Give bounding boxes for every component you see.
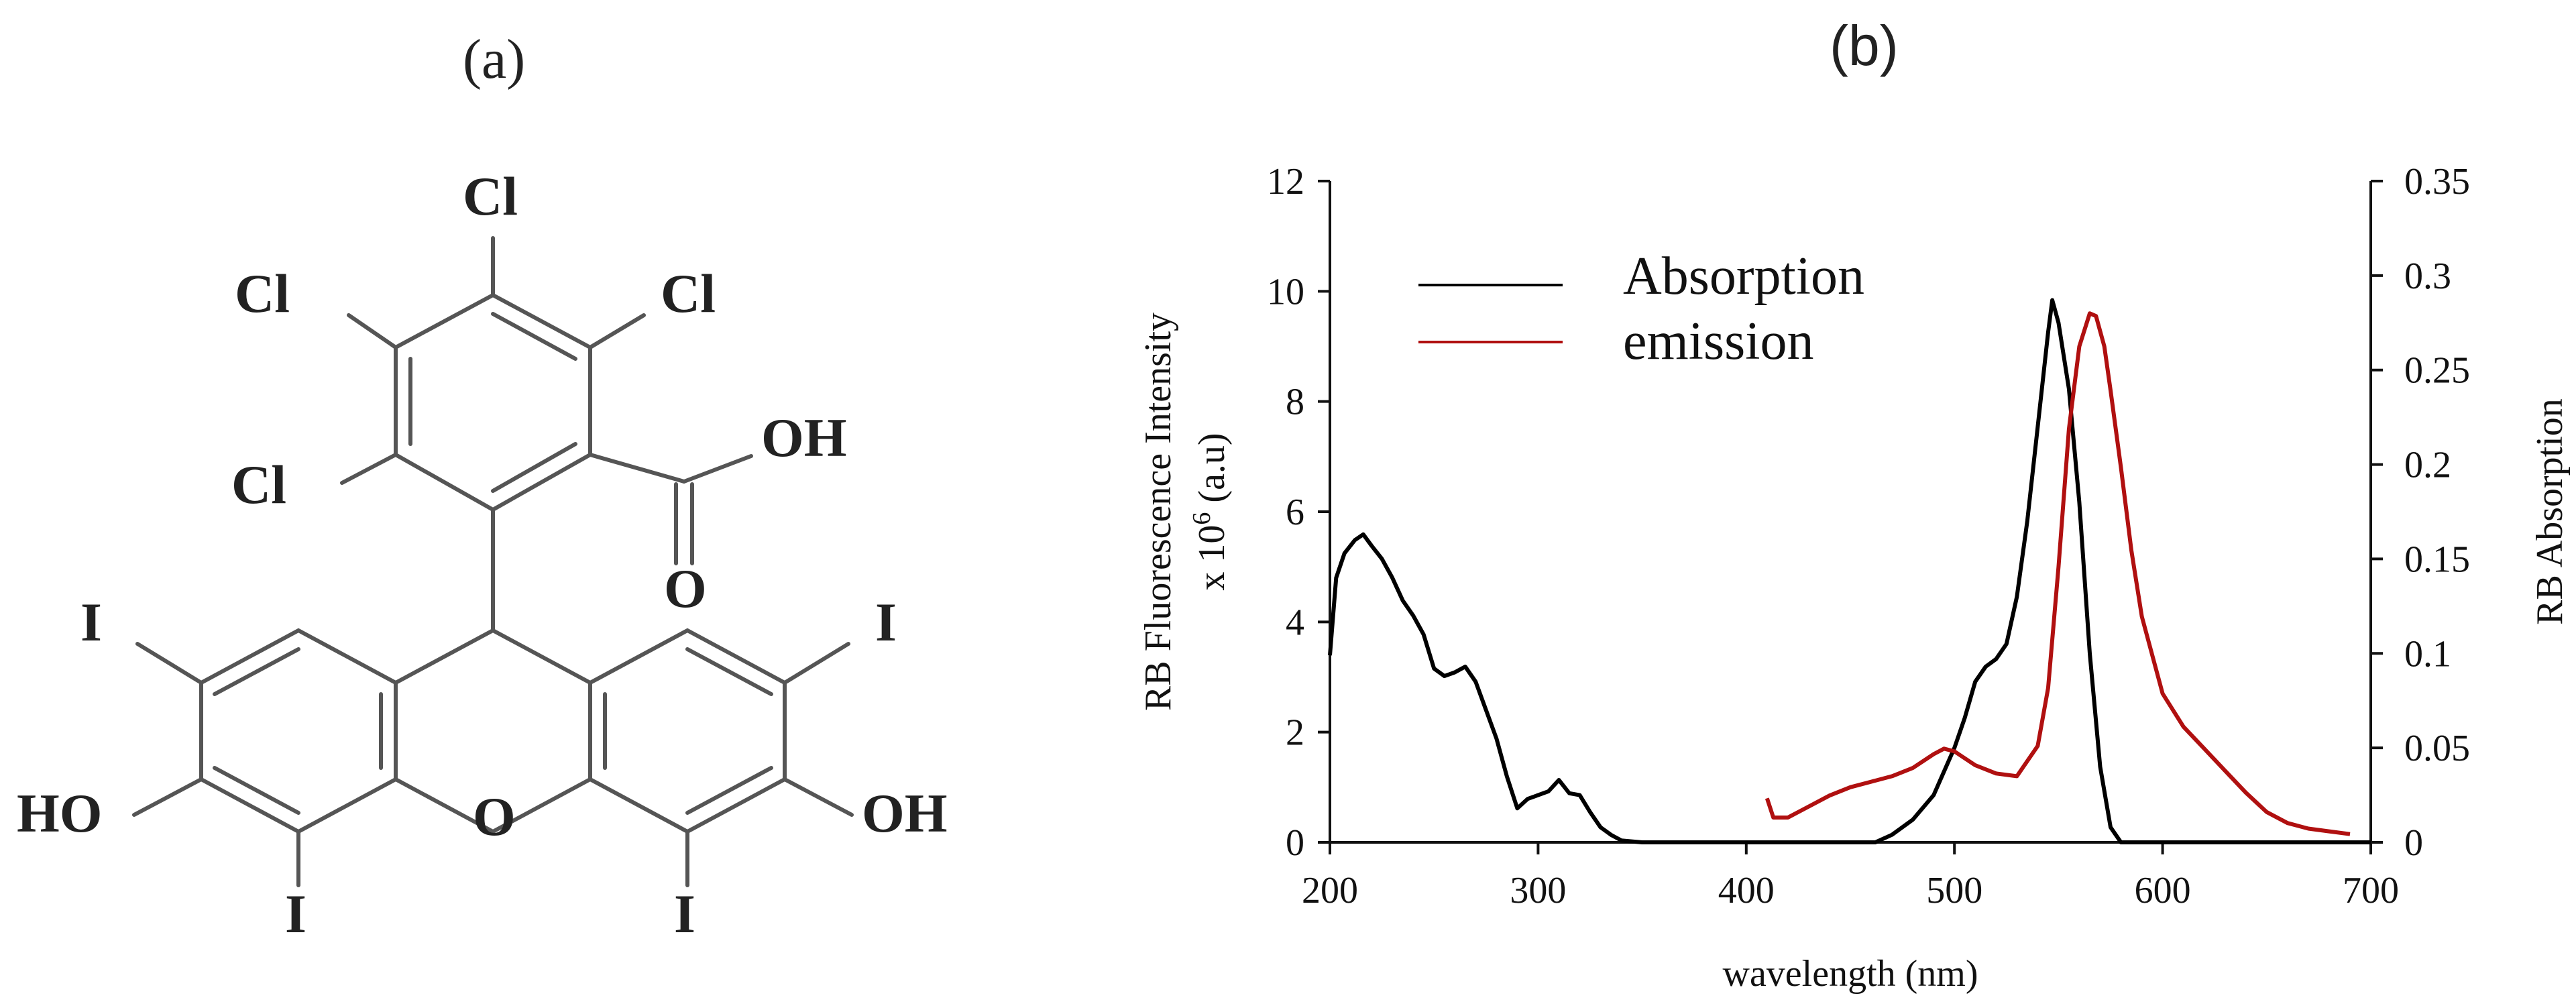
bond-c-oh	[682, 454, 753, 484]
y-axis-right-label: RB Absorption	[2529, 398, 2571, 625]
series-line-absorption	[1328, 298, 2371, 844]
bond-carboxyl	[588, 453, 686, 484]
x-tick-label: 600	[2135, 870, 2191, 911]
xanthene-left-ring	[199, 628, 398, 834]
atom-i-bottom-left: I	[285, 883, 306, 944]
y-left-tick-label: 10	[1267, 271, 1304, 313]
atom-i-bottom-right: I	[674, 883, 695, 944]
chart-axes	[1329, 181, 2372, 844]
y-left-tick-label: 8	[1286, 382, 1304, 423]
xanthene-right-ring	[588, 628, 787, 834]
panel-label-b: (b)	[1830, 14, 1899, 77]
y-left-tick-label: 4	[1286, 602, 1304, 643]
atom-ho-left: HO	[17, 783, 103, 844]
atom-oh-carboxyl: OH	[761, 407, 847, 468]
rose-bengal-structure: Cl Cl Cl Cl OH O I I HO OH O I I	[17, 166, 948, 944]
legend-label-emission: emission	[1623, 312, 1813, 371]
x-tick-label: 700	[2343, 870, 2399, 911]
atom-o-ring: O	[473, 786, 516, 847]
y-right-tick-label: 0.15	[2404, 539, 2470, 580]
y-axis-left-unit-suffix: (a.u)	[1191, 433, 1233, 512]
atom-cl-top: Cl	[463, 166, 518, 227]
y-axis-left-unit: x 106 (a.u)	[1188, 433, 1233, 590]
y-left-tick-label: 0	[1286, 822, 1304, 864]
y-right-tick-label: 0.1	[2404, 633, 2451, 675]
y-right-tick-label: 0.05	[2404, 728, 2470, 769]
y-right-tick-label: 0.25	[2404, 350, 2470, 392]
bond-ho-left	[132, 777, 203, 817]
atom-cl-right: Cl	[661, 263, 716, 324]
bond-cl-lower	[340, 453, 398, 485]
atom-i-left: I	[80, 592, 102, 653]
bond-i-right	[783, 642, 850, 685]
bond-oh-right	[783, 777, 854, 817]
benzene-ring-upper	[394, 292, 592, 512]
x-tick-label: 200	[1302, 870, 1358, 911]
bond-cl-left	[347, 313, 398, 349]
y-left-tick-label: 2	[1286, 712, 1304, 754]
chart-ticks: 200 300 400 500 600 70002468101200.050.10.150…	[1267, 161, 2470, 911]
x-tick-label: 400	[1718, 870, 1775, 911]
atom-o-carbonyl: O	[664, 558, 707, 619]
legend-label-absorption: Absorption	[1623, 247, 1864, 306]
y-axis-left-unit-exponent: 6	[1188, 512, 1216, 525]
x-tick-label: 300	[1510, 870, 1566, 911]
bond-cl-right	[588, 313, 646, 349]
x-tick-label: 500	[1926, 870, 1982, 911]
x-axis-label: wavelength (nm)	[1723, 953, 1978, 995]
series-line-emission	[1765, 311, 2351, 836]
panel-label-a: (a)	[463, 28, 526, 91]
y-right-tick-label: 0.2	[2404, 445, 2451, 486]
atom-oh-right: OH	[862, 783, 948, 844]
atom-cl-left: Cl	[235, 263, 290, 324]
y-right-tick-label: 0	[2404, 822, 2423, 864]
y-right-tick-label: 0.35	[2404, 161, 2470, 203]
y-axis-left-unit-prefix: x 10	[1191, 525, 1233, 591]
chart-series	[1328, 298, 2371, 844]
y-axis-left-label: RB Fluorescence Intensity	[1137, 313, 1179, 711]
atom-cl-lower: Cl	[231, 454, 286, 515]
atom-i-right: I	[875, 592, 897, 653]
y-left-tick-label: 6	[1286, 492, 1304, 533]
y-left-tick-label: 12	[1267, 161, 1304, 203]
y-right-tick-label: 0.3	[2404, 256, 2451, 297]
chart-legend: Absorption emission	[1418, 247, 1864, 371]
bond-i-left	[135, 642, 203, 685]
